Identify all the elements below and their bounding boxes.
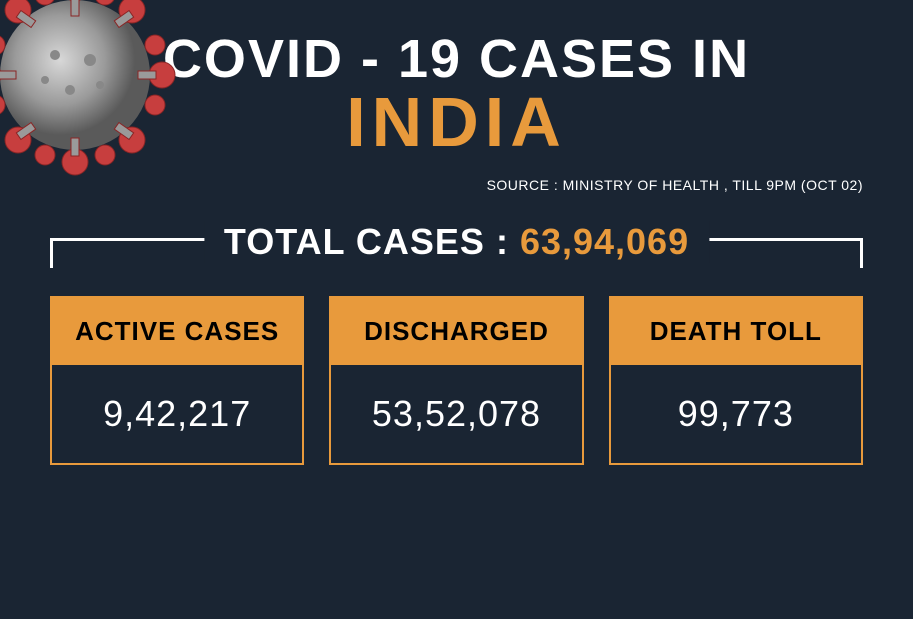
stat-value: 53,52,078 [331,365,581,463]
stat-header: DEATH TOLL [611,298,861,365]
stat-card-active: ACTIVE CASES 9,42,217 [50,296,304,465]
stat-header: ACTIVE CASES [52,298,302,365]
stat-value: 99,773 [611,365,861,463]
stats-row: ACTIVE CASES 9,42,217 DISCHARGED 53,52,0… [0,296,913,465]
total-cases-frame: TOTAL CASES : 63,94,069 [50,238,863,268]
total-cases-label: TOTAL CASES : 63,94,069 [204,221,709,263]
stat-card-discharged: DISCHARGED 53,52,078 [329,296,583,465]
stat-header: DISCHARGED [331,298,581,365]
stat-value: 9,42,217 [52,365,302,463]
total-label-text: TOTAL CASES : [224,221,520,262]
virus-icon [0,0,190,190]
stat-card-deaths: DEATH TOLL 99,773 [609,296,863,465]
total-value-text: 63,94,069 [520,221,689,262]
total-cases-container: TOTAL CASES : 63,94,069 [0,238,913,268]
